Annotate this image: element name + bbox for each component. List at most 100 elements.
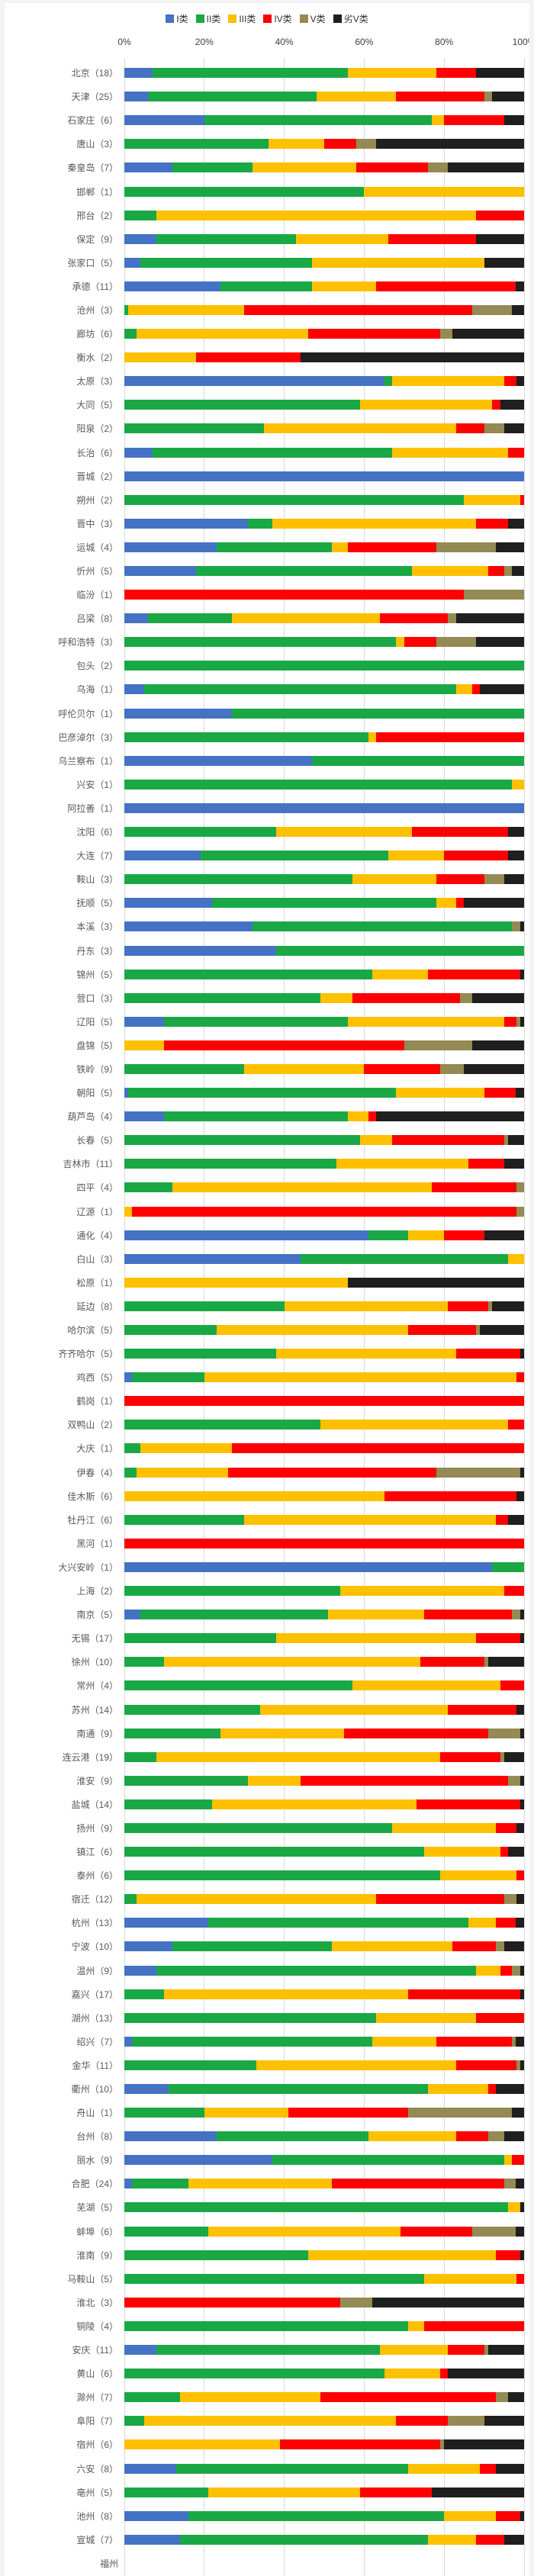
bar-segment-IV类 bbox=[520, 494, 524, 505]
row-label: 滁州（7） bbox=[76, 2392, 118, 2404]
bar-segment-III类 bbox=[244, 1063, 365, 1074]
bar-segment-劣V类 bbox=[500, 400, 524, 410]
bar-segment-III类 bbox=[360, 400, 493, 410]
row-label: 上海（2） bbox=[76, 1586, 118, 1597]
bar-segment-劣V类 bbox=[516, 1704, 524, 1715]
row-label: 鞍山（3） bbox=[76, 874, 118, 886]
bar-segment-IV类 bbox=[423, 1610, 513, 1620]
bar-segment-III类 bbox=[468, 1918, 497, 1928]
bar-segment-II类 bbox=[156, 1965, 477, 1976]
x-axis-tick-label: 60% bbox=[355, 37, 374, 47]
row-label: 邢台（2） bbox=[76, 210, 118, 221]
bar-segment-IV类 bbox=[487, 566, 504, 577]
bar-segment-IV类 bbox=[396, 92, 484, 102]
bar-segment-劣V类 bbox=[480, 684, 524, 695]
row-label: 鹤岗（1） bbox=[76, 1396, 118, 1407]
stacked-bar bbox=[124, 2202, 524, 2213]
bar-segment-III类 bbox=[144, 2416, 397, 2426]
bar-segment-III类 bbox=[124, 2439, 281, 2450]
bar-segment-IV类 bbox=[476, 2534, 504, 2545]
stacked-bar bbox=[124, 2392, 524, 2403]
bar-segment-II类 bbox=[132, 1372, 204, 1383]
stacked-bar bbox=[124, 779, 524, 790]
row-label: 兴安（1） bbox=[76, 779, 118, 790]
bar-segment-IV类 bbox=[308, 329, 440, 339]
bar-segment-II类 bbox=[212, 898, 436, 909]
chart-row: 淮安（9） bbox=[5, 1769, 529, 1793]
bar-segment-II类 bbox=[124, 2060, 256, 2070]
bar-segment-IV类 bbox=[352, 992, 461, 1003]
bar-segment-III类 bbox=[220, 1728, 345, 1738]
row-label: 台州（8） bbox=[76, 2131, 118, 2143]
stacked-bar bbox=[124, 233, 524, 244]
stacked-bar bbox=[124, 162, 524, 173]
gridline bbox=[523, 58, 525, 2576]
legend-swatch-icon bbox=[195, 14, 204, 23]
bar-segment-IV类 bbox=[455, 898, 465, 909]
stacked-bar bbox=[124, 851, 524, 861]
stacked-bar bbox=[124, 423, 524, 434]
stacked-bar bbox=[124, 115, 524, 126]
bar-segment-劣V类 bbox=[520, 2060, 524, 2070]
bar-segment-III类 bbox=[348, 1016, 504, 1027]
bar-segment-V类 bbox=[496, 1941, 504, 1952]
row-label: 承德（11） bbox=[72, 281, 118, 292]
bar-segment-III类 bbox=[332, 542, 349, 552]
row-label: 宿迁（12） bbox=[71, 1894, 118, 1905]
stacked-bar bbox=[124, 2036, 524, 2047]
legend-swatch-icon bbox=[263, 14, 272, 23]
bar-segment-II类 bbox=[300, 1253, 509, 1264]
bar-segment-劣V类 bbox=[452, 329, 524, 339]
bar-segment-II类 bbox=[232, 708, 524, 719]
bar-segment-III类 bbox=[252, 162, 356, 173]
bar-segment-II类 bbox=[124, 1751, 156, 1762]
chart-row: 大同（5） bbox=[5, 393, 529, 416]
bar-segment-II类 bbox=[124, 2226, 209, 2237]
stacked-bar bbox=[124, 2558, 524, 2568]
bar-segment-V类 bbox=[512, 1965, 520, 1976]
bar-segment-I类 bbox=[124, 1111, 165, 1122]
bar-segment-III类 bbox=[432, 115, 445, 126]
row-label: 淮北（3） bbox=[76, 2297, 118, 2308]
row-label: 呼伦贝尔（1） bbox=[58, 708, 118, 719]
stacked-bar bbox=[124, 613, 524, 624]
bar-segment-I类 bbox=[124, 2534, 181, 2545]
row-label: 佳木斯（6） bbox=[67, 1491, 118, 1502]
bar-segment-劣V类 bbox=[512, 304, 524, 315]
chart-row: 锦州（5） bbox=[5, 963, 529, 986]
bar-segment-IV类 bbox=[423, 2320, 524, 2331]
chart-row: 长治（6） bbox=[5, 441, 529, 465]
bar-segment-III类 bbox=[424, 2273, 516, 2284]
chart-row: 连云港（19） bbox=[5, 1745, 529, 1769]
row-label: 营口（3） bbox=[76, 992, 118, 1004]
row-label: 绍兴（7） bbox=[76, 2036, 118, 2047]
row-label: 双鸭山（2） bbox=[67, 1420, 118, 1431]
chart-row: 丽水（9） bbox=[5, 2148, 529, 2172]
bar-segment-I类 bbox=[124, 2084, 169, 2095]
bar-segment-V类 bbox=[503, 566, 513, 577]
bar-segment-III类 bbox=[392, 1822, 497, 1833]
bar-segment-III类 bbox=[408, 2320, 424, 2331]
bar-segment-III类 bbox=[136, 329, 309, 339]
bar-segment-V类 bbox=[355, 139, 377, 150]
row-label: 大兴安岭（1） bbox=[58, 1561, 118, 1573]
chart-row: 温州（9） bbox=[5, 1959, 529, 1983]
bar-segment-III类 bbox=[204, 2108, 288, 2118]
chart-row: 宁波（10） bbox=[5, 1934, 529, 1958]
bar-segment-IV类 bbox=[476, 1633, 520, 1644]
row-label: 马鞍山（5） bbox=[67, 2273, 118, 2285]
bar-segment-IV类 bbox=[400, 2226, 472, 2237]
bar-segment-III类 bbox=[464, 494, 520, 505]
bar-segment-III类 bbox=[503, 2155, 513, 2166]
bar-segment-II类 bbox=[124, 2369, 384, 2379]
bar-segment-I类 bbox=[124, 708, 233, 719]
chart-row: 苏州（14） bbox=[5, 1697, 529, 1721]
bar-segment-II类 bbox=[124, 210, 156, 220]
row-label: 大同（5） bbox=[76, 400, 118, 411]
bar-segment-劣V类 bbox=[520, 1467, 524, 1478]
bar-segment-III类 bbox=[312, 281, 377, 291]
bar-segment-劣V类 bbox=[516, 2179, 524, 2189]
chart-row: 黑河（1） bbox=[5, 1532, 529, 1555]
bar-segment-IV类 bbox=[496, 1514, 509, 1525]
bar-segment-II类 bbox=[140, 1610, 329, 1620]
